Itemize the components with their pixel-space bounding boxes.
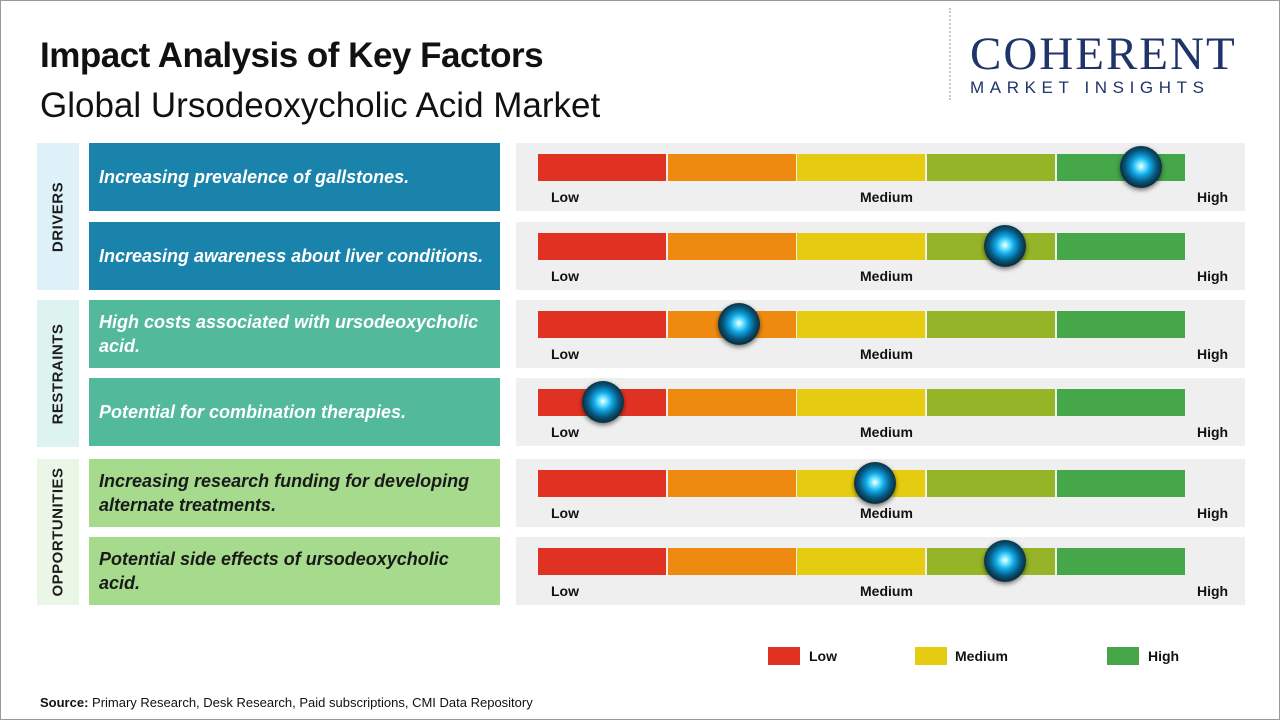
source-text: Primary Research, Desk Research, Paid su… — [88, 695, 533, 710]
category-label: RESTRAINTS — [49, 323, 67, 424]
gauge-segment — [797, 233, 925, 260]
gauge-segment — [1057, 389, 1185, 416]
gauge-tick-medium: Medium — [860, 346, 913, 362]
gauge-segment — [927, 154, 1055, 181]
factor-box: Increasing research funding for developi… — [89, 459, 500, 527]
impact-gauge: Low Medium High — [516, 459, 1245, 527]
gauge-tick-medium: Medium — [860, 505, 913, 521]
category-restraints: RESTRAINTS — [37, 300, 79, 447]
category-drivers: DRIVERS — [37, 143, 79, 290]
legend-swatch-low — [768, 647, 800, 665]
factor-box: Increasing prevalence of gallstones. — [89, 143, 500, 211]
impact-indicator — [1119, 146, 1162, 188]
gauge-tick-high: High — [1197, 424, 1229, 440]
category-opportunities: OPPORTUNITIES — [37, 459, 79, 605]
gauge-segment — [668, 233, 796, 260]
source-note: Source: Primary Research, Desk Research,… — [40, 695, 533, 710]
gauge-tick-high: High — [1197, 346, 1229, 362]
factor-box: Potential for combination therapies. — [89, 378, 500, 446]
gauge-segment — [538, 233, 666, 260]
logo-main-text: COHERENT — [970, 28, 1237, 80]
factor-text: Increasing prevalence of gallstones. — [99, 167, 410, 187]
gauge-tick-low: Low — [551, 424, 579, 440]
factor-text: High costs associated with ursodeoxychol… — [99, 312, 479, 356]
logo-divider — [949, 8, 951, 100]
gauge-segment — [668, 548, 796, 575]
gauge-segment — [668, 154, 796, 181]
category-label: OPPORTUNITIES — [49, 467, 67, 597]
legend-label-high: High — [1148, 648, 1180, 664]
gauge-segment — [538, 548, 666, 575]
gauge-segment — [1057, 548, 1185, 575]
chart-subtitle: Global Ursodeoxycholic Acid Market — [40, 86, 601, 125]
impact-gauge: Low Medium High — [516, 378, 1245, 446]
gauge-segment — [797, 311, 925, 338]
factor-text: Potential side effects of ursodeoxycholi… — [99, 549, 449, 593]
source-label: Source: — [40, 695, 89, 710]
gauge-segment — [797, 154, 925, 181]
gauge-segment — [1057, 233, 1185, 260]
gauge-segment — [927, 311, 1055, 338]
gauge-tick-medium: Medium — [860, 424, 913, 440]
factor-box: Potential side effects of ursodeoxycholi… — [89, 537, 500, 605]
gauge-segment — [538, 154, 666, 181]
legend-swatch-medium — [915, 647, 947, 665]
company-logo: COHERENT MARKET INSIGHTS — [970, 30, 1262, 98]
impact-indicator — [983, 225, 1026, 267]
gauge-tick-low: Low — [551, 189, 579, 205]
category-label: DRIVERS — [49, 181, 67, 252]
impact-gauge: Low Medium High — [516, 222, 1245, 290]
impact-indicator — [581, 381, 624, 423]
gauge-segment — [538, 311, 666, 338]
gauge-tick-high: High — [1197, 268, 1229, 284]
gauge-segment — [797, 548, 925, 575]
gauge-segment — [1057, 470, 1185, 497]
legend-swatch-high — [1107, 647, 1139, 665]
impact-indicator — [717, 303, 760, 345]
impact-indicator — [853, 462, 896, 504]
legend-label-low: Low — [809, 648, 837, 664]
logo-sub-text: MARKET INSIGHTS — [970, 78, 1210, 97]
gauge-segment — [538, 470, 666, 497]
gauge-tick-low: Low — [551, 268, 579, 284]
impact-indicator — [983, 540, 1026, 582]
impact-gauge: Low Medium High — [516, 537, 1245, 605]
legend-label-medium: Medium — [955, 648, 1008, 664]
gauge-tick-high: High — [1197, 583, 1229, 599]
gauge-tick-high: High — [1197, 189, 1229, 205]
impact-gauge: Low Medium High — [516, 300, 1245, 368]
impact-gauge: Low Medium High — [516, 143, 1245, 211]
gauge-segment — [927, 389, 1055, 416]
gauge-segment — [668, 470, 796, 497]
gauge-segment — [668, 389, 796, 416]
factor-text: Potential for combination therapies. — [99, 402, 407, 422]
gauge-tick-medium: Medium — [860, 583, 913, 599]
gauge-tick-low: Low — [551, 583, 579, 599]
factor-text: Increasing research funding for developi… — [99, 471, 470, 515]
gauge-segment — [1057, 311, 1185, 338]
gauge-tick-medium: Medium — [860, 189, 913, 205]
chart-title: Impact Analysis of Key Factors — [40, 36, 544, 75]
gauge-tick-medium: Medium — [860, 268, 913, 284]
gauge-tick-high: High — [1197, 505, 1229, 521]
gauge-segment — [927, 470, 1055, 497]
factor-box: High costs associated with ursodeoxychol… — [89, 300, 500, 368]
factor-text: Increasing awareness about liver conditi… — [99, 246, 484, 266]
factor-box: Increasing awareness about liver conditi… — [89, 222, 500, 290]
gauge-segment — [797, 389, 925, 416]
gauge-tick-low: Low — [551, 346, 579, 362]
gauge-tick-low: Low — [551, 505, 579, 521]
